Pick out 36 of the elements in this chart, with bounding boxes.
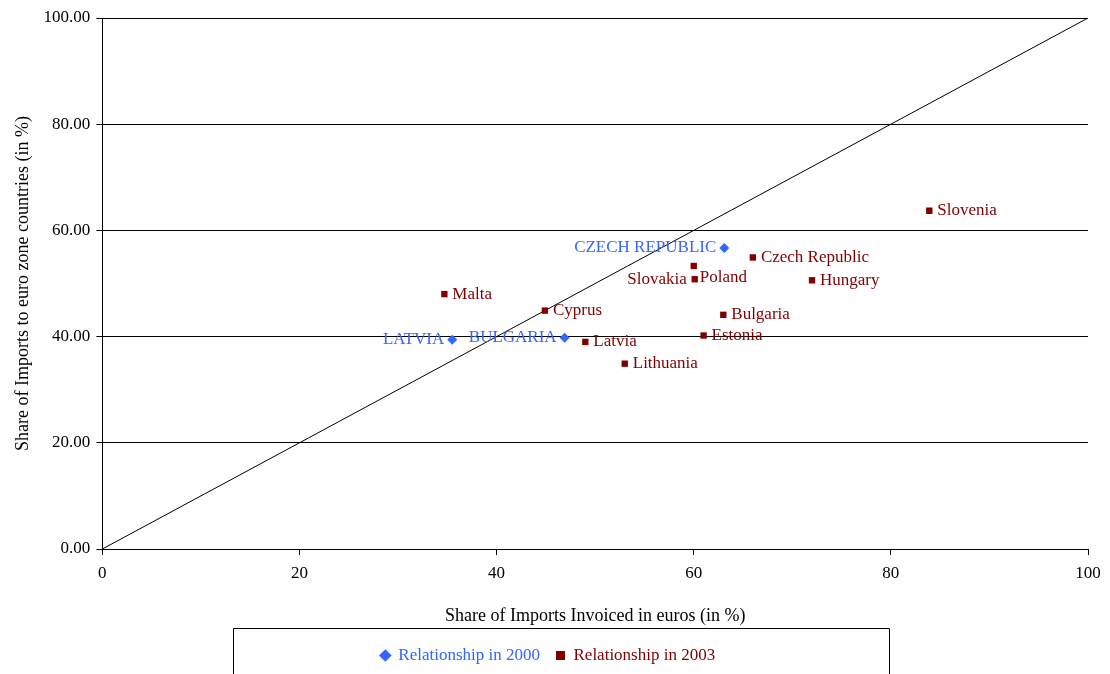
legend-label: Relationship in 2003 <box>573 644 716 664</box>
annotation: Poland <box>699 267 748 287</box>
x-tick-label: 0 <box>98 562 107 582</box>
point <box>541 307 549 314</box>
annotation: Hungary <box>820 269 880 289</box>
annotation: Malta <box>452 283 493 303</box>
point <box>700 332 707 339</box>
annotation: Bulgaria <box>731 304 791 324</box>
annotation: Slovakia <box>627 268 688 288</box>
y-tick-label: 40.00 <box>52 326 91 346</box>
y-tick-label: 80.00 <box>52 113 91 133</box>
point <box>719 242 730 253</box>
point <box>582 338 589 346</box>
annotation: Latvia <box>593 331 638 351</box>
y-tick-label: 100.00 <box>43 7 91 27</box>
y-tick-label: 20.00 <box>52 432 91 452</box>
x-tick-label: 20 <box>290 562 308 582</box>
x-tick-label: 60 <box>685 562 703 582</box>
point <box>749 254 757 261</box>
point <box>621 360 628 367</box>
annotation: Cyprus <box>552 300 603 320</box>
y-tick-label: 0.00 <box>60 538 91 558</box>
x-tick-label: 80 <box>882 562 900 582</box>
point <box>559 332 570 343</box>
point <box>441 290 448 298</box>
annotation: Czech Republic <box>760 246 870 266</box>
annotation: Lithuania <box>632 353 699 373</box>
point <box>720 311 727 319</box>
legend-label: Relationship in 2000 <box>398 644 541 664</box>
point <box>447 334 458 345</box>
x-axis-title: Share of Imports Invoiced in euros (in %) <box>444 604 746 626</box>
x-tick-label: 40 <box>488 562 506 582</box>
x-tick-label: 100 <box>1075 562 1101 582</box>
y-axis-title: Share of Imports to euro zone countries (in %) <box>11 116 33 451</box>
annotation: Slovenia <box>937 200 998 220</box>
y-tick-label: 60.00 <box>52 219 91 239</box>
